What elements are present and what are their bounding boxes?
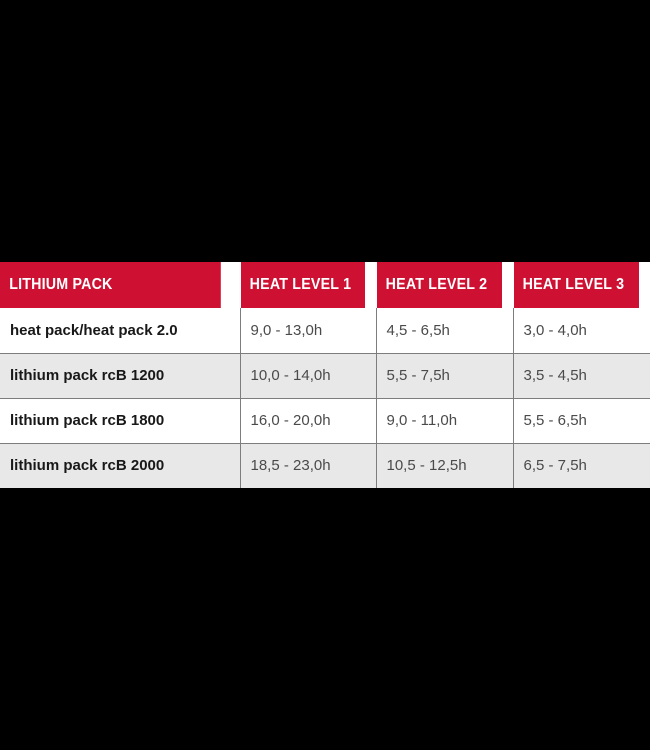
- cell-heat-level-1: 16,0 - 20,0h: [240, 398, 377, 444]
- cell-heat-level-2: 10,5 - 12,5h: [376, 443, 514, 488]
- cell-heat-level-1: 10,0 - 14,0h: [240, 353, 377, 399]
- cell-heat-level-3: 5,5 - 6,5h: [513, 398, 650, 444]
- cell-heat-level-3: 3,5 - 4,5h: [513, 353, 650, 399]
- cell-heat-level-1: 18,5 - 23,0h: [240, 443, 377, 488]
- cell-pack-name: lithium pack rcB 2000: [0, 443, 241, 488]
- table-row: heat pack/heat pack 2.0 9,0 - 13,0h 4,5 …: [0, 308, 650, 354]
- lithium-pack-runtime-table: LITHIUM PACK HEAT LEVEL 1 HEAT LEVEL 2 H…: [0, 262, 650, 488]
- table-row: lithium pack rcB 2000 18,5 - 23,0h 10,5 …: [0, 443, 650, 488]
- cell-pack-name: lithium pack rcB 1800: [0, 398, 241, 444]
- cell-heat-level-1: 9,0 - 13,0h: [240, 308, 377, 354]
- table-body: heat pack/heat pack 2.0 9,0 - 13,0h 4,5 …: [0, 308, 650, 488]
- column-header-lithium-pack: LITHIUM PACK: [0, 262, 221, 308]
- column-header-heat-level-1: HEAT LEVEL 1: [239, 262, 366, 308]
- cell-heat-level-2: 4,5 - 6,5h: [376, 308, 514, 354]
- cell-heat-level-2: 5,5 - 7,5h: [376, 353, 514, 399]
- table-container: LITHIUM PACK HEAT LEVEL 1 HEAT LEVEL 2 H…: [0, 262, 650, 488]
- column-header-heat-level-2: HEAT LEVEL 2: [375, 262, 503, 308]
- table-row: lithium pack rcB 1800 16,0 - 20,0h 9,0 -…: [0, 398, 650, 444]
- cell-pack-name: heat pack/heat pack 2.0: [0, 308, 241, 354]
- cell-heat-level-2: 9,0 - 11,0h: [376, 398, 514, 444]
- header-row: LITHIUM PACK HEAT LEVEL 1 HEAT LEVEL 2 H…: [0, 262, 650, 308]
- column-header-heat-level-3: HEAT LEVEL 3: [512, 262, 640, 308]
- cell-heat-level-3: 6,5 - 7,5h: [513, 443, 650, 488]
- table-row: lithium pack rcB 1200 10,0 - 14,0h 5,5 -…: [0, 353, 650, 399]
- cell-heat-level-3: 3,0 - 4,0h: [513, 308, 650, 354]
- cell-pack-name: lithium pack rcB 1200: [0, 353, 241, 399]
- table-header: LITHIUM PACK HEAT LEVEL 1 HEAT LEVEL 2 H…: [0, 262, 650, 308]
